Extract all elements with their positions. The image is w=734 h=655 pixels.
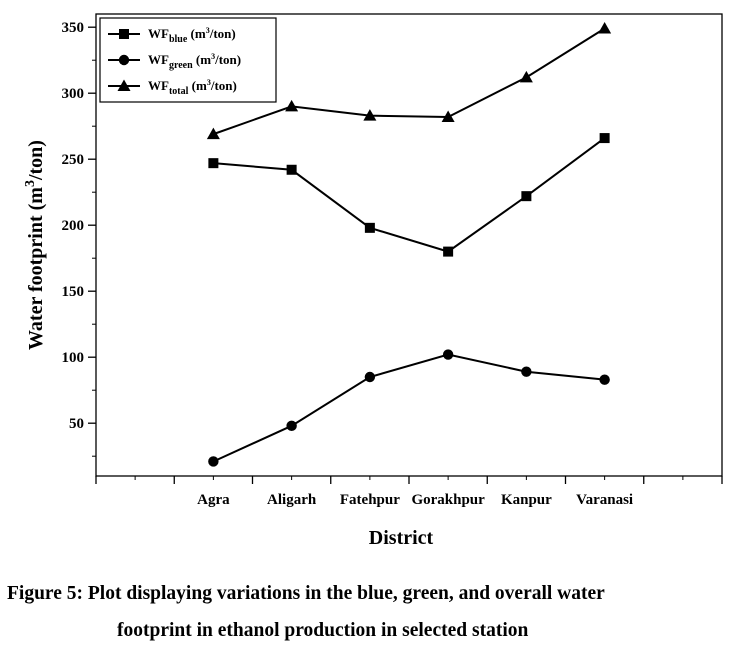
y-tick-label: 250 <box>62 152 85 168</box>
data-point-total <box>598 22 612 34</box>
data-point-total <box>363 109 377 121</box>
data-point-green <box>208 456 219 467</box>
data-point-green <box>286 420 297 432</box>
data-point-blue <box>286 164 297 175</box>
data-point-blue <box>521 191 532 202</box>
series-line-total <box>213 27 606 136</box>
y-tick-label: 150 <box>62 284 85 300</box>
series-line-blue <box>213 137 606 253</box>
legend-marker-green <box>118 54 130 66</box>
x-axis-title: District <box>369 527 434 549</box>
water-footprint-chart: 50 100 150 200 250 300 350 Agra Aligarh Fatehpur G… <box>23 13 723 549</box>
y-tick-label: 350 <box>62 20 85 36</box>
legend-marker-total <box>117 79 131 91</box>
x-tick-label: Fatehpur <box>340 492 400 508</box>
x-tick-label: Kanpur <box>501 492 552 508</box>
data-point-green <box>521 366 532 377</box>
data-point-blue <box>364 222 375 233</box>
data-point-total <box>285 99 299 112</box>
y-axis-title: Water footprint (m3/ton) <box>23 140 47 350</box>
legend-label-blue: WFblue (m3/ton) <box>148 26 236 45</box>
x-tick-label: Agra <box>197 492 230 508</box>
data-point-total <box>441 110 455 122</box>
legend-label-total: WFtotal (m3/ton) <box>148 78 237 97</box>
data-point-green <box>599 374 610 385</box>
x-tick-label: Varanasi <box>576 492 633 508</box>
data-point-blue <box>443 246 454 257</box>
x-tick-label: Gorakhpur <box>411 492 485 508</box>
figure-caption-line-2: footprint in ethanol production in selec… <box>117 620 529 641</box>
data-point-total <box>206 127 220 140</box>
data-point-blue <box>599 133 610 144</box>
y-tick-label: 50 <box>69 416 84 432</box>
data-point-blue <box>208 158 219 169</box>
series-line-green <box>212 353 605 463</box>
data-point-green <box>442 349 454 360</box>
legend-label-green: WFgreen (m3/ton) <box>148 52 241 71</box>
figure-caption-line-1: Figure 5: Plot displaying variations in … <box>7 583 605 604</box>
y-tick-label: 200 <box>62 218 85 234</box>
x-tick-label: Aligarh <box>267 492 317 508</box>
data-point-green <box>364 371 376 383</box>
y-tick-label: 100 <box>62 350 85 366</box>
legend-marker-blue <box>119 29 129 39</box>
data-point-total <box>519 70 533 83</box>
y-tick-label: 300 <box>62 86 85 102</box>
